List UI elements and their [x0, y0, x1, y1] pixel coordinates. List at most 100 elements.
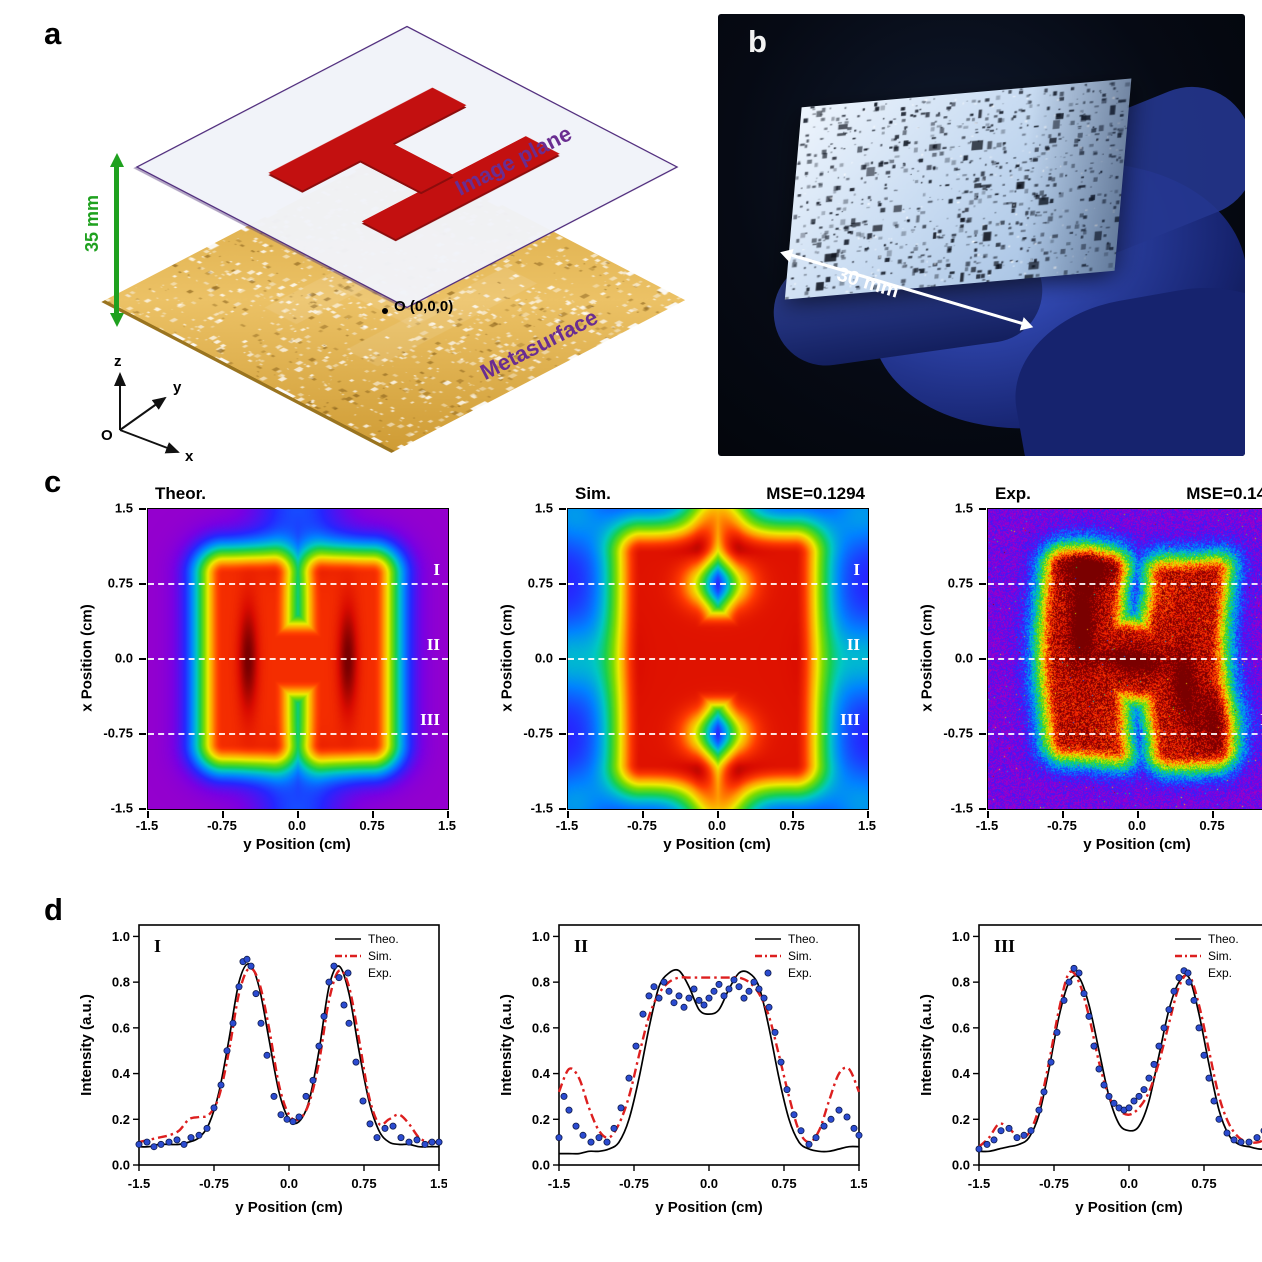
y-tick-label: 1.0: [952, 929, 970, 944]
y-tick-mark: [139, 658, 146, 660]
tick-label: 0.0: [287, 818, 307, 833]
x-axis-title: y Position (cm): [1075, 1199, 1183, 1216]
cut-label: I: [154, 936, 161, 956]
exp-data-point: [252, 990, 260, 998]
y-tick-mark: [979, 733, 986, 735]
exp-data-point: [572, 1122, 580, 1130]
cut-line-I: [148, 583, 448, 585]
arrow-head-up: [110, 153, 124, 167]
y-tick-labels: 1.5 0.75 0.0 -0.75 -1.5: [915, 501, 981, 816]
tick-label: 0.0: [954, 650, 973, 666]
exp-data-point: [1200, 1051, 1208, 1059]
exp-data-point: [1130, 1097, 1138, 1105]
tick-label: -1.5: [555, 818, 579, 833]
tick-label: -1.5: [135, 818, 159, 833]
x-tick-label: -1.5: [128, 1176, 150, 1191]
exp-data-point: [710, 987, 718, 995]
arrow-head-down: [110, 313, 124, 327]
sim-curve: [978, 970, 1262, 1148]
exp-data-point: [359, 1097, 367, 1105]
exp-data-point: [760, 994, 768, 1002]
exp-data-point: [650, 983, 658, 991]
exp-data-point: [632, 1042, 640, 1050]
tick-label: 1.5: [857, 818, 877, 833]
y-tick-label: 0.4: [952, 1066, 971, 1081]
exp-data-point: [210, 1104, 218, 1112]
x-tick-labels: -1.5 -0.75 0.0 0.75 1.5: [556, 814, 876, 834]
exp-data-point: [783, 1086, 791, 1094]
x-tick-mark: [297, 811, 299, 818]
tick-label: -1.5: [975, 818, 999, 833]
exp-data-point: [1160, 1024, 1168, 1032]
tick-label: 0.0: [707, 818, 727, 833]
exp-data-point: [180, 1140, 188, 1148]
exp-data-point: [1195, 1024, 1203, 1032]
legend-label: Exp.: [368, 966, 392, 980]
exp-data-point: [289, 1118, 297, 1126]
exp-data-point: [345, 1019, 353, 1027]
panel-label-b: b: [748, 24, 767, 59]
exp-data-point: [340, 1001, 348, 1009]
exp-data-point: [680, 1003, 688, 1011]
legend-label: Exp.: [788, 966, 812, 980]
y-tick-label: 0.4: [532, 1066, 551, 1081]
exp-data-point: [850, 1124, 858, 1132]
exp-data-point: [413, 1136, 421, 1144]
sim-curve: [557, 976, 861, 1144]
exp-data-point: [1053, 1028, 1061, 1036]
exp-data-point: [700, 1001, 708, 1009]
tick-label: 1.5: [954, 500, 973, 516]
exp-data-point: [1165, 1006, 1173, 1014]
legend-marker: [1184, 969, 1192, 977]
y-tick-label: 0.6: [112, 1020, 130, 1035]
exp-data-point: [1210, 1097, 1218, 1105]
x-tick-label: -1.5: [968, 1176, 990, 1191]
cut-line-label-III: III: [840, 710, 860, 729]
exp-data-point: [157, 1140, 165, 1148]
x-axis-title: y Position (cm): [655, 1199, 763, 1216]
legend-label: Exp.: [1208, 966, 1232, 980]
legend-label: Sim.: [368, 949, 392, 963]
tick-label: 1.5: [534, 500, 553, 516]
exp-data-point: [335, 974, 343, 982]
exp-data-point: [1140, 1086, 1148, 1094]
profile-chart-II: -1.5 -0.75 0.0 0.75 1.5 0.0 0.2 0.4 0.6 0.8 1.0 y P…: [495, 913, 867, 1248]
exp-data-point: [812, 1134, 820, 1142]
cut-line-label-I: I: [853, 560, 860, 579]
exp-data-point: [135, 1140, 143, 1148]
exp-data-point: [855, 1131, 863, 1139]
cut-line-II: [568, 658, 868, 660]
exp-data-point: [381, 1124, 389, 1132]
y-tick-mark: [559, 808, 566, 810]
x-tick-label: -0.75: [619, 1176, 649, 1191]
tick-label: -0.75: [207, 818, 237, 833]
exp-data-point: [990, 1136, 998, 1144]
exp-data-point: [187, 1134, 195, 1142]
heatmap-title: Exp.: [995, 484, 1031, 503]
exp-data-point: [1020, 1131, 1028, 1139]
exp-data-point: [283, 1115, 291, 1123]
exp-data-point: [1047, 1058, 1055, 1066]
exp-data-point: [421, 1140, 429, 1148]
exp-data-point: [665, 987, 673, 995]
cut-line-label-III: III: [420, 710, 440, 729]
y-tick-mark: [979, 808, 986, 810]
exp-data-point: [235, 983, 243, 991]
heatmap-title: Theor.: [155, 484, 207, 503]
exp-data-point: [603, 1138, 611, 1146]
exp-data-point: [173, 1136, 181, 1144]
tick-label: 0.0: [534, 650, 553, 666]
exp-data-point: [1085, 1012, 1093, 1020]
tick-label: -0.75: [943, 725, 973, 741]
exp-data-point: [330, 962, 338, 970]
exp-data-point: [617, 1104, 625, 1112]
heatmap-sim: Sim. MSE=0.1294 x Position (cm) 1.5 0.75 0…: [495, 480, 877, 872]
x-tick-label: 0.0: [1120, 1176, 1138, 1191]
exp-data-point: [1155, 1042, 1163, 1050]
cut-line-label-I: I: [433, 560, 440, 579]
exp-data-point: [670, 999, 678, 1007]
origin-axis-label: O: [101, 427, 113, 444]
x-axis-title: y Position (cm): [235, 1199, 343, 1216]
legend-label: Sim.: [788, 949, 812, 963]
tick-label: -1.5: [110, 800, 133, 816]
